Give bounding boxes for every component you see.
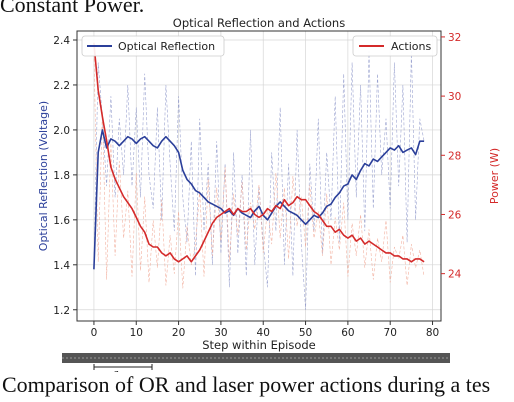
smoothed-series-lines: [93, 42, 425, 270]
plot-frame: [76, 30, 442, 322]
right-tick-label: 32: [448, 32, 461, 44]
legend-label-optical-reflection: Optical Reflection: [118, 40, 215, 53]
left-axis-ticks: 1.2 1.4 1.6 1.8 2.0 2.2 2.4: [53, 35, 77, 317]
document-top-text: Constant Power.: [0, 0, 145, 17]
figure-caption: Comparison of OR and laser power actions…: [2, 372, 491, 397]
series-line-raw: [93, 51, 425, 310]
right-axis-label: Power (W): [488, 148, 501, 204]
legend-actions: Actions: [352, 35, 438, 57]
right-tick-label: 24: [448, 269, 462, 281]
legend-label-actions: Actions: [391, 40, 431, 53]
left-tick-label: 1.8: [53, 170, 70, 182]
raw-series-lines: [93, 48, 425, 310]
x-tick-label: 0: [91, 327, 98, 339]
right-tick-label: 30: [448, 91, 461, 103]
left-tick-label: 1.6: [53, 215, 70, 227]
series-line-actions: [93, 42, 425, 263]
x-axis-label: Step within Episode: [202, 338, 316, 352]
chart-title: Optical Reflection and Actions: [173, 16, 345, 30]
left-tick-label: 1.4: [53, 260, 70, 272]
left-tick-label: 2.0: [53, 125, 70, 137]
chart-figure: Optical Reflection and Actions 0 10 20 30 40…: [37, 16, 501, 372]
left-tick-label: 2.4: [53, 35, 70, 47]
chart-grid: [77, 31, 441, 321]
x-tick-label: 10: [130, 327, 143, 339]
x-tick-label: 70: [384, 327, 397, 339]
x-tick-label: 60: [341, 327, 354, 339]
left-tick-label: 2.2: [53, 80, 70, 92]
legend-optical-reflection: Optical Reflection: [81, 35, 225, 57]
left-axis-label: Optical Reflection (Voltage): [37, 101, 50, 251]
measurement-strip-image: [62, 353, 450, 363]
x-tick-label: 80: [426, 327, 439, 339]
scale-bar-label: 7mm: [114, 370, 133, 372]
x-tick-label: 20: [172, 327, 185, 339]
right-axis-ticks: 24 26 28 30 32: [441, 32, 462, 281]
x-tick-label: 40: [257, 327, 270, 339]
right-tick-label: 26: [448, 209, 462, 221]
scale-strip: [62, 353, 450, 370]
series-line-raw: [93, 48, 425, 289]
series-line-optical-reflection: [93, 129, 425, 270]
x-tick-label: 30: [214, 327, 227, 339]
right-tick-label: 28: [448, 150, 461, 162]
x-tick-label: 50: [299, 327, 312, 339]
left-tick-label: 1.2: [53, 305, 70, 317]
x-axis-ticks: 0 10 20 30 40 50 60 70 80: [91, 321, 439, 339]
